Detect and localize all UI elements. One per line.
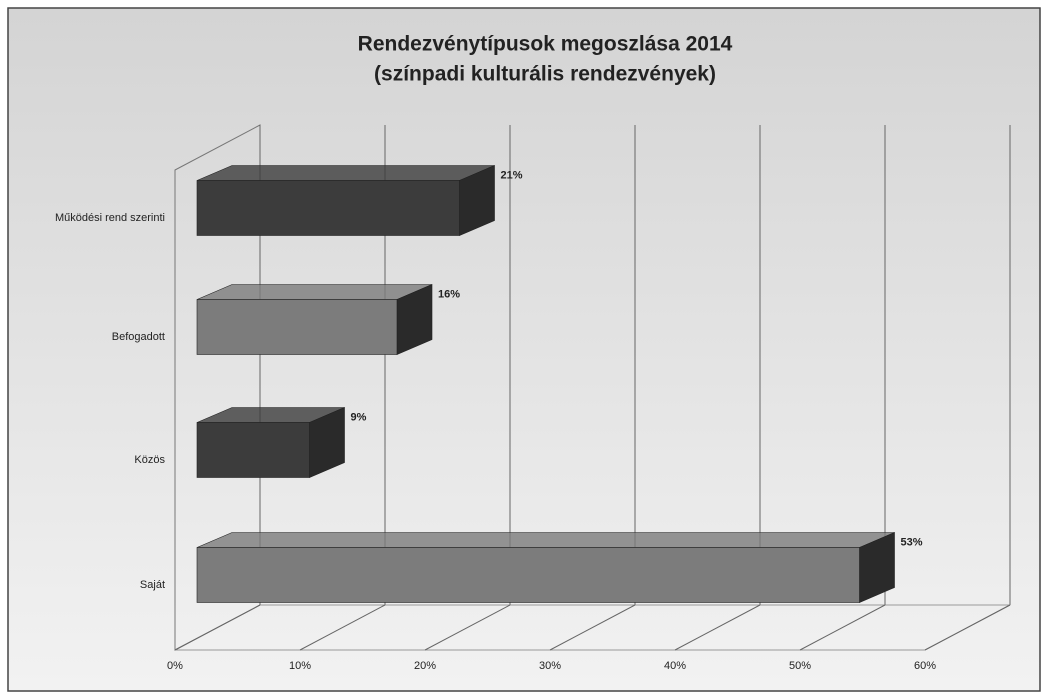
chart-subtitle: (színpadi kulturális rendezvények) — [374, 63, 716, 86]
x-tick-label: 60% — [914, 660, 936, 672]
value-label: 16% — [438, 288, 460, 300]
floor-line — [549, 604, 636, 651]
floor-line — [299, 604, 386, 651]
value-label: 21% — [501, 169, 523, 181]
floor-line — [924, 604, 1011, 651]
bar-top — [196, 532, 895, 548]
category-label: Saját — [140, 579, 165, 591]
bar — [196, 299, 398, 355]
bar-top — [196, 165, 495, 181]
floor-line — [799, 604, 886, 651]
category-label: Befogadott — [112, 331, 165, 343]
bar — [196, 547, 860, 603]
x-tick-label: 30% — [539, 660, 561, 672]
x-tick-label: 10% — [289, 660, 311, 672]
bar — [196, 180, 460, 236]
x-tick-label: 20% — [414, 660, 436, 672]
category-label: Működési rend szerinti — [55, 212, 165, 224]
floor-line — [424, 604, 511, 651]
category-label: Közös — [134, 454, 165, 466]
chart-title: Rendezvénytípusok megoszlása 2014 — [358, 33, 733, 56]
x-tick-label: 0% — [167, 660, 183, 672]
bar-top — [196, 284, 433, 300]
value-label: 53% — [901, 536, 923, 548]
x-tick-label: 50% — [789, 660, 811, 672]
floor-line — [174, 604, 261, 651]
x-tick-label: 40% — [664, 660, 686, 672]
bar — [196, 422, 310, 478]
floor-line — [674, 604, 761, 651]
value-label: 9% — [351, 411, 367, 423]
